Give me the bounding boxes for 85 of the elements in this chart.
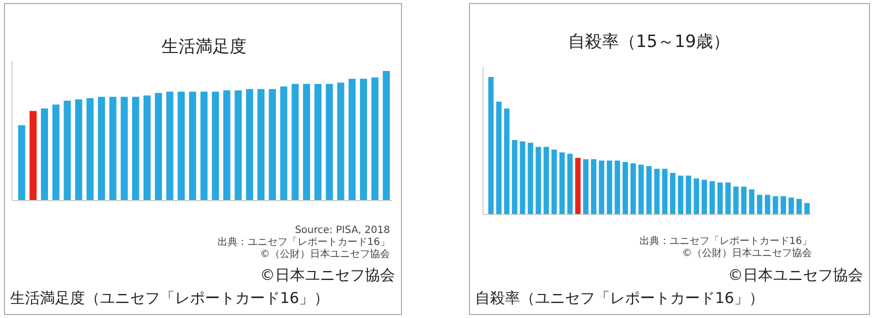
- chart-title: 生活満足度: [162, 37, 246, 57]
- bar: [756, 194, 762, 214]
- bar: [326, 84, 333, 200]
- text: ©（公財）日本ユニセフ協会: [682, 247, 812, 259]
- bar: [678, 176, 684, 214]
- bar: [246, 89, 254, 200]
- bar: [189, 92, 196, 200]
- bar: [132, 96, 140, 200]
- bar: [598, 160, 604, 214]
- bar: [583, 159, 588, 214]
- bar: [749, 189, 754, 214]
- bar: [536, 146, 542, 214]
- bar: [75, 99, 82, 200]
- bar: [725, 182, 731, 214]
- bar: [234, 90, 242, 200]
- bar: [520, 141, 526, 214]
- bar: [575, 158, 581, 214]
- text: ©日本ユニセフ協会: [260, 266, 395, 284]
- bar: [662, 168, 668, 214]
- bar: [559, 152, 565, 214]
- bar: [590, 159, 596, 214]
- bar: [654, 168, 660, 214]
- bar: [630, 163, 636, 214]
- bar: [18, 125, 26, 200]
- bar: [614, 160, 620, 214]
- bar: [686, 176, 692, 214]
- text: 自殺率（ユニセフ「レポートカード16」）: [475, 289, 764, 307]
- bar: [710, 181, 715, 214]
- bar: [622, 162, 628, 214]
- bar: [314, 84, 322, 200]
- bar: [733, 186, 739, 214]
- bar: [764, 194, 770, 214]
- bar: [348, 78, 356, 200]
- bar: [544, 146, 549, 214]
- bar: [337, 82, 344, 200]
- bar: [212, 92, 219, 200]
- bar: [223, 90, 230, 200]
- bar: [268, 89, 276, 200]
- bar: [796, 198, 802, 214]
- source-note: 出典：ユニセフ「レポートカード16」: [639, 235, 812, 247]
- bar: [40, 108, 48, 200]
- bar: [257, 89, 264, 200]
- bar: [804, 203, 810, 214]
- bar: [52, 104, 60, 200]
- bar: [120, 96, 128, 200]
- bar: [154, 92, 162, 200]
- bar: [360, 78, 368, 200]
- bar: [606, 160, 612, 214]
- bar: [512, 140, 518, 214]
- bar: [670, 172, 676, 214]
- bar: [292, 84, 299, 200]
- bar: [178, 92, 185, 200]
- bar: [528, 142, 534, 214]
- source-note: Source: PISA, 2018: [294, 225, 390, 236]
- text: ©日本ユニセフ協会: [728, 266, 863, 284]
- bar: [166, 92, 174, 200]
- bar: [30, 110, 37, 200]
- bar: [772, 196, 778, 214]
- bar: [638, 164, 644, 214]
- bar: [280, 86, 288, 200]
- bar: [567, 154, 573, 214]
- bar: [144, 96, 151, 200]
- bar: [64, 100, 71, 200]
- bar: [551, 150, 557, 214]
- bar: [109, 96, 116, 200]
- source-note: 出典：ユニセフ「レポートカード16」: [217, 236, 390, 248]
- bar: [702, 180, 708, 214]
- bar: [98, 96, 105, 200]
- bar: [646, 166, 652, 214]
- chart-title: 自殺率（15～19歳）: [568, 32, 730, 52]
- bar: [504, 108, 510, 214]
- bar: [200, 92, 208, 200]
- bar: [780, 196, 786, 214]
- bar: [382, 71, 390, 200]
- bar: [694, 178, 700, 214]
- bar: [303, 84, 310, 200]
- text: ©（公財）日本ユニセフ協会: [260, 248, 390, 260]
- bar: [371, 77, 378, 200]
- bar: [717, 182, 723, 214]
- bar: [496, 102, 502, 214]
- bar: [86, 98, 94, 200]
- bar: [741, 186, 747, 214]
- text: 生活満足度（ユニセフ「レポートカード16」）: [10, 289, 330, 307]
- bar: [488, 77, 494, 214]
- bar: [788, 198, 794, 214]
